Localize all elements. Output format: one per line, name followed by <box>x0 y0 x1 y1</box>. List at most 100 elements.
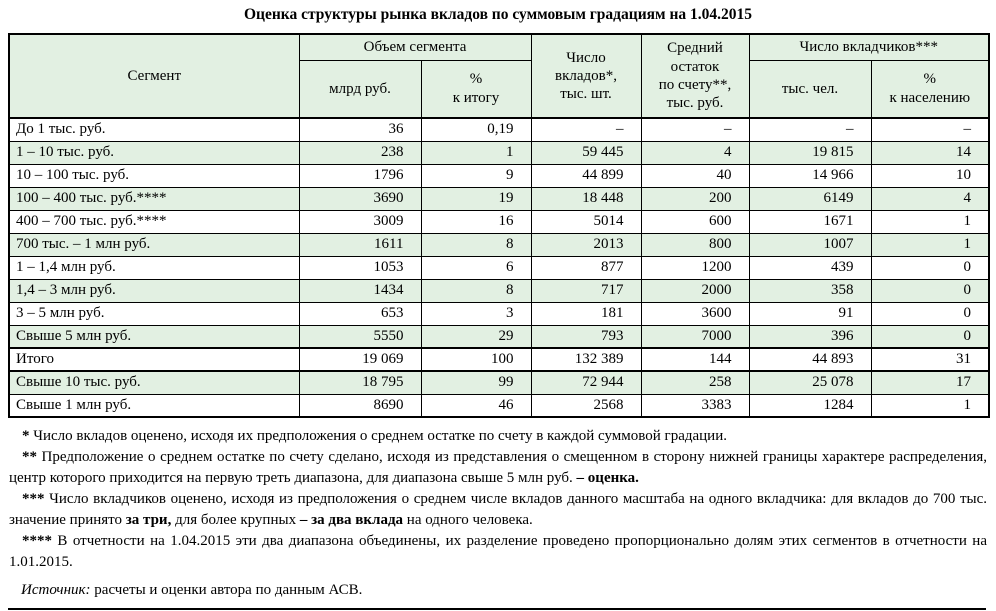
segment-cell: Итого <box>8 347 300 372</box>
value-cell: 10 <box>870 163 990 188</box>
value-cell: 1 <box>870 393 990 418</box>
col-header-depositors-pct: % к населению <box>870 59 990 119</box>
table-row: 10 – 100 тыс. руб. 1796 9 44 899 40 14 966 10 <box>8 163 990 188</box>
table-row: 1 – 1,4 млн руб. 1053 6 877 1200 439 0 <box>8 255 990 280</box>
table-row: 700 тыс. – 1 млн руб. 1611 8 2013 800 1007 1 <box>8 232 990 257</box>
value-cell: 1 <box>420 140 532 165</box>
value-cell: 3383 <box>640 393 750 418</box>
footnote-text: Число вкладов оценено, исходя их предпол… <box>29 428 727 444</box>
table-row: 3 – 5 млн руб. 653 3 181 3600 91 0 <box>8 301 990 326</box>
value-cell: 36 <box>298 117 422 142</box>
value-cell: 6 <box>420 255 532 280</box>
value-cell: 19 069 <box>298 347 422 372</box>
source-label: Источник: <box>21 582 91 598</box>
value-cell: 717 <box>530 278 642 303</box>
value-cell: 8690 <box>298 393 422 418</box>
value-cell: 0,19 <box>420 117 532 142</box>
value-cell: 200 <box>640 186 750 211</box>
value-cell: 6149 <box>748 186 872 211</box>
value-cell: 1796 <box>298 163 422 188</box>
table-row: 1 – 10 тыс. руб. 238 1 59 445 4 19 815 14 <box>8 140 990 165</box>
col-header-volume-bln: млрд руб. <box>298 59 422 119</box>
value-cell: 44 899 <box>530 163 642 188</box>
col-header-avg-balance: Средний остаток по счету**, тыс. руб. <box>640 33 750 119</box>
segment-cell: 3 – 5 млн руб. <box>8 301 300 326</box>
table-row: До 1 тыс. руб. 36 0,19– – – – <box>8 117 990 142</box>
col-header-depositors-group: Число вкладчиков*** <box>748 33 990 61</box>
col-header-depositors-unit: тыс. чел. <box>748 59 872 119</box>
segment-cell: 1,4 – 3 млн руб. <box>8 278 300 303</box>
value-cell: – <box>640 117 750 142</box>
value-cell: 1671 <box>748 209 872 234</box>
footnote-marker: * <box>22 428 30 444</box>
source-line: Источник: расчеты и оценки автора по дан… <box>8 582 988 599</box>
footnote: *** Число вкладчиков оценено, исходя из … <box>9 489 987 531</box>
value-cell: 14 <box>870 140 990 165</box>
col-header-segment: Сегмент <box>8 33 300 119</box>
footnotes: * Число вкладов оценено, исходя их предп… <box>8 418 988 573</box>
value-cell: 7000 <box>640 324 750 349</box>
segment-cell: 400 – 700 тыс. руб.**** <box>8 209 300 234</box>
value-cell: 44 893 <box>748 347 872 372</box>
source-text: расчеты и оценки автора по данным АСВ. <box>90 582 363 598</box>
value-cell: 5550 <box>298 324 422 349</box>
deposits-table: Сегмент Объем сегмента Число вкладов*, т… <box>8 33 990 418</box>
footnote-text: – за два вклада <box>299 512 404 528</box>
value-cell: 18 795 <box>298 370 422 395</box>
value-cell: – <box>748 117 872 142</box>
value-cell: 1 <box>870 232 990 257</box>
table-body: До 1 тыс. руб. 36 0,19– – – –1 – 10 тыс. руб.… <box>8 117 990 418</box>
table-row: 1,4 – 3 млн руб. 1434 8 717 2000 358 0 <box>8 278 990 303</box>
col-header-volume-group: Объем сегмента <box>298 33 532 61</box>
table-row: Итого 19 069 100 132 389 144 44 893 31 <box>8 347 990 372</box>
value-cell: 2000 <box>640 278 750 303</box>
segment-cell: 1 – 10 тыс. руб. <box>8 140 300 165</box>
table-header: Сегмент Объем сегмента Число вкладов*, т… <box>8 33 990 119</box>
value-cell: 91 <box>748 301 872 326</box>
footnote-text: на одного человека. <box>403 512 533 528</box>
value-cell: 99 <box>420 370 532 395</box>
value-cell: 144 <box>640 347 750 372</box>
footnote-text: Число вкладчиков оценено, исходя из пред… <box>9 491 987 528</box>
segment-cell: Свыше 1 млн руб. <box>8 393 300 418</box>
value-cell: 2013 <box>530 232 642 257</box>
value-cell: 1200 <box>640 255 750 280</box>
value-cell: 396 <box>748 324 872 349</box>
footnote-text: В отчетности на 1.04.2015 эти два диапаз… <box>9 533 987 570</box>
footnote-text: за три, <box>125 512 172 528</box>
value-cell: 3600 <box>640 301 750 326</box>
value-cell: 46 <box>420 393 532 418</box>
footnote-text: Предположение о среднем остатке по счету… <box>9 449 987 486</box>
footnote: * Число вкладов оценено, исходя их предп… <box>9 426 987 447</box>
footnote-text: – оценка. <box>576 470 639 486</box>
value-cell: 100 <box>420 347 532 372</box>
value-cell: 14 966 <box>748 163 872 188</box>
value-cell: 4 <box>870 186 990 211</box>
value-cell: 800 <box>640 232 750 257</box>
footnote: **** В отчетности на 1.04.2015 эти два д… <box>9 531 987 573</box>
value-cell: 258 <box>640 370 750 395</box>
segment-cell: Свыше 10 тыс. руб. <box>8 370 300 395</box>
value-cell: 16 <box>420 209 532 234</box>
value-cell: 31 <box>870 347 990 372</box>
value-cell: 9 <box>420 163 532 188</box>
value-cell: 18 448 <box>530 186 642 211</box>
value-cell: 0 <box>870 324 990 349</box>
value-cell: 439 <box>748 255 872 280</box>
footnote-marker: **** <box>22 533 52 549</box>
footnote-marker: *** <box>22 491 45 507</box>
value-cell: 19 <box>420 186 532 211</box>
col-header-deposits-count: Число вкладов*, тыс. шт. <box>530 33 642 119</box>
table-row: 400 – 700 тыс. руб.**** 3009 16 5014 600 1671… <box>8 209 990 234</box>
table-row: Свыше 10 тыс. руб. 18 795 99 72 944 258 25 07… <box>8 370 990 395</box>
footnote-marker: ** <box>22 449 37 465</box>
value-cell: 29 <box>420 324 532 349</box>
value-cell: 1611 <box>298 232 422 257</box>
value-cell: 181 <box>530 301 642 326</box>
value-cell: 238 <box>298 140 422 165</box>
value-cell: 0 <box>870 301 990 326</box>
value-cell: 358 <box>748 278 872 303</box>
value-cell: 25 078 <box>748 370 872 395</box>
value-cell: 19 815 <box>748 140 872 165</box>
